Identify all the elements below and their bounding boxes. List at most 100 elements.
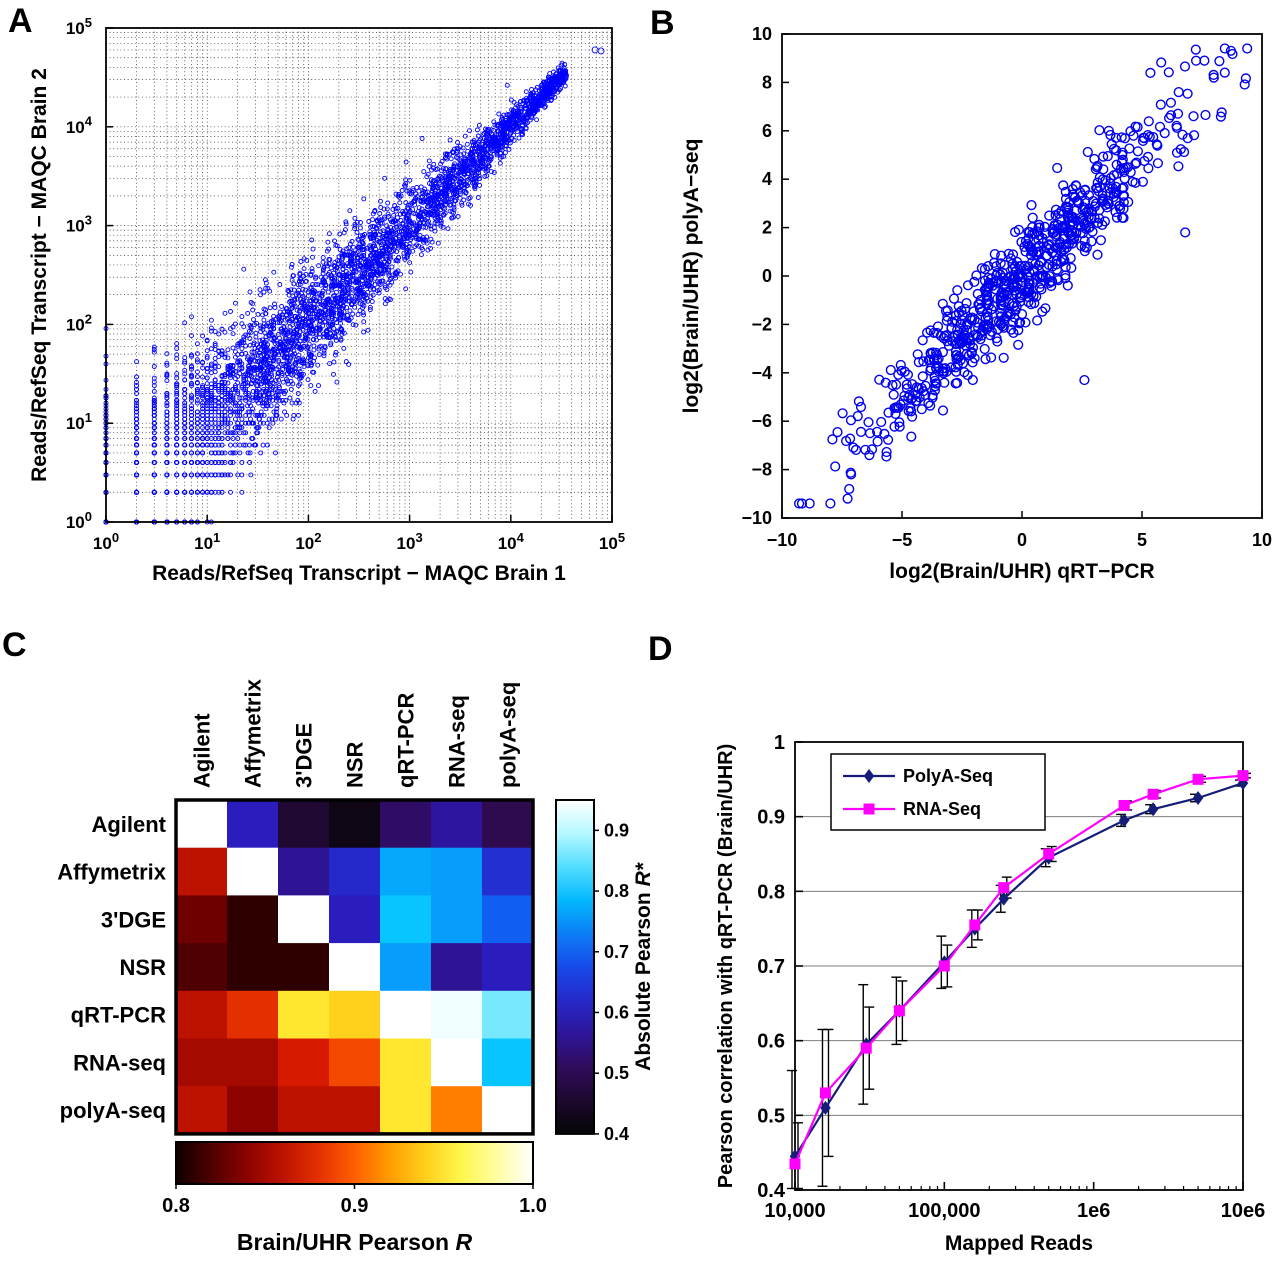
tick-label: 104 <box>498 530 525 553</box>
tick-label: 102 <box>295 530 321 553</box>
series-markers-rna-seq <box>789 770 1249 1170</box>
tick-label: 1e6 <box>1077 1200 1110 1222</box>
panel-b-ylabel: log2(Brain/UHR) polyA−seq <box>680 139 703 414</box>
tick-label: 8 <box>762 72 772 92</box>
heatmap-row-label: Agilent <box>91 812 166 837</box>
tick-label: 103 <box>66 212 92 235</box>
legend-label: RNA-Seq <box>903 799 981 819</box>
heatmap-col-label: NSR <box>343 741 368 788</box>
colorbar-vertical-label: Absolute Pearson R* <box>632 862 655 1071</box>
panel-d-grid <box>795 816 1243 1116</box>
heatmap-col-label: 3'DGE <box>292 723 317 788</box>
colorbar-tick-label: 1.0 <box>519 1195 547 1217</box>
colorbar-vertical <box>555 799 595 1135</box>
tick-label: 103 <box>397 530 423 553</box>
tick-label: 10,000 <box>764 1200 825 1222</box>
tick-label: −6 <box>751 411 772 431</box>
error-bars-rna-seq <box>793 772 1251 1190</box>
heatmap-row-label: Affymetrix <box>57 860 167 885</box>
tick-label: −8 <box>751 460 772 480</box>
panel-b-xlabel: log2(Brain/UHR) qRT−PCR <box>889 560 1154 583</box>
panel-d-ticks <box>794 741 1244 1191</box>
panel-d-svg: 10,000 100,000 1e6 10e6 0.4 0.5 0.6 0.7 0.8 0.9 1 P… <box>715 732 1266 1255</box>
panel-a-points <box>103 46 605 525</box>
tick-label: 101 <box>194 530 220 553</box>
panel-a-ticks <box>105 27 613 523</box>
panel-a-letter: A <box>8 2 33 40</box>
tick-label: 105 <box>599 530 625 553</box>
colorbar-horizontal <box>175 1141 534 1185</box>
panel-a-ylabel: Reads/RefSeq Transcript − MAQC Brain 2 <box>28 68 51 482</box>
series-line-polya-seq <box>794 782 1244 1157</box>
tick-label: 2 <box>762 218 772 238</box>
tick-label: 10e6 <box>1221 1200 1266 1222</box>
tick-label: −10 <box>741 508 772 528</box>
panel-b-ticks <box>781 33 1263 519</box>
tick-label: −2 <box>751 314 772 334</box>
tick-label: 4 <box>762 169 772 189</box>
heatmap-col-label: Affymetrix <box>241 678 266 788</box>
panel-b-letter: B <box>650 4 675 42</box>
panel-a-xlabel: Reads/RefSeq Transcript − MAQC Brain 1 <box>152 562 566 585</box>
colorbar-tick-label: 0.8 <box>604 881 629 901</box>
heatmap-row-label: NSR <box>120 955 167 980</box>
panel-b-points <box>794 43 1253 509</box>
tick-label: 0.5 <box>757 1105 785 1127</box>
panel-d-ylabel: Pearson correlation with qRT-PCR (Brain/… <box>715 744 737 1189</box>
legend: PolyA-Seq RNA-Seq <box>830 753 1046 831</box>
tick-label: −5 <box>892 530 913 550</box>
tick-label: 0 <box>1017 530 1027 550</box>
legend-box <box>830 753 1046 831</box>
tick-label: 0.7 <box>757 956 785 978</box>
heatmap-row-label: 3'DGE <box>101 907 166 932</box>
panel-b-svg: −10 −5 0 5 10 −10 −8 −6 −4 −2 0 2 4 6 8 10 log2(Brain/UH… <box>680 24 1272 583</box>
heatmap-col-label: polyA-seq <box>496 682 521 788</box>
tick-label: 104 <box>66 114 93 137</box>
colorbar-horizontal-label: Brain/UHR Pearson R <box>237 1229 473 1255</box>
heatmap-col-label: RNA-seq <box>445 695 470 788</box>
heatmap-col-label: qRT-PCR <box>394 693 419 788</box>
colorbar-tick-label: 0.9 <box>341 1195 369 1217</box>
tick-label: 100,000 <box>908 1200 980 1222</box>
tick-label: 105 <box>66 15 92 38</box>
tick-label: 101 <box>66 410 92 433</box>
heatmap-cells <box>176 800 534 1135</box>
tick-label: 0.4 <box>757 1180 786 1202</box>
panel-d-xlabel: Mapped Reads <box>945 1232 1093 1255</box>
colorbar-tick-label: 0.5 <box>604 1063 629 1083</box>
panel-a-frame <box>105 27 613 523</box>
colorbar-tick-label: 0.9 <box>604 820 629 840</box>
heatmap-row-label: qRT-PCR <box>71 1003 166 1028</box>
tick-label: 100 <box>66 509 92 532</box>
tick-label: 1 <box>774 732 785 754</box>
tick-label: 0 <box>762 266 772 286</box>
tick-label: 0.8 <box>757 881 785 903</box>
tick-label: 5 <box>1137 530 1147 550</box>
tick-label: 10 <box>1252 530 1272 550</box>
heatmap-row-label: polyA-seq <box>60 1098 166 1123</box>
panel-d-letter: D <box>648 630 673 668</box>
heatmap-row-label: RNA-seq <box>73 1050 166 1075</box>
heatmap-frame <box>174 798 535 1136</box>
error-bars-polya-seq <box>787 779 1245 1190</box>
tick-label: −4 <box>751 363 772 383</box>
series-markers-polya-seq <box>789 776 1249 1164</box>
colorbar-tick-label: 0.7 <box>604 942 629 962</box>
colorbar-tick-label: 0.8 <box>162 1195 190 1217</box>
tick-label: −10 <box>767 530 798 550</box>
series-line-rna-seq <box>793 774 1244 1165</box>
tick-label: 102 <box>66 311 92 334</box>
heatmap-col-label: Agilent <box>190 713 215 788</box>
tick-label: 0.9 <box>757 807 785 829</box>
tick-label: 10 <box>752 24 772 44</box>
tick-label: 0.6 <box>757 1031 785 1053</box>
tick-label: 100 <box>93 530 119 553</box>
colorbar-tick-label: 0.6 <box>604 1002 629 1022</box>
colorbar-tick-label: 0.4 <box>604 1124 629 1144</box>
legend-label: PolyA-Seq <box>903 766 993 786</box>
tick-label: 6 <box>762 121 772 141</box>
panel-c-letter: C <box>2 626 27 664</box>
panel-c-svg: Agilent Agilent Affymetrix Affymetrix 3'DGE 3… <box>57 678 655 1255</box>
